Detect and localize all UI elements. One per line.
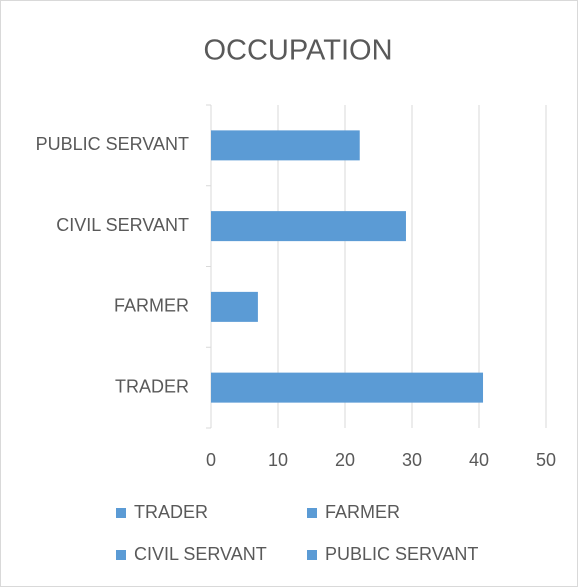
x-tick-label: 30	[402, 450, 422, 470]
legend-swatch	[116, 550, 126, 560]
legend-label: CIVIL SERVANT	[134, 544, 267, 564]
y-tick-label: CIVIL SERVANT	[56, 215, 189, 235]
x-tick-label: 0	[206, 450, 216, 470]
bar	[211, 291, 258, 322]
legend-label: PUBLIC SERVANT	[325, 544, 478, 564]
x-tick-label: 50	[536, 450, 556, 470]
x-tick-label: 20	[335, 450, 355, 470]
chart-title: OCCUPATION	[203, 35, 392, 67]
bar	[211, 211, 406, 242]
y-tick-label: FARMER	[114, 296, 189, 316]
x-tick-label: 10	[268, 450, 288, 470]
bar	[211, 130, 360, 161]
legend-swatch	[116, 508, 126, 518]
bar	[211, 372, 484, 403]
y-tick-label: TRADER	[115, 376, 189, 396]
legend-swatch	[307, 550, 317, 560]
legend-swatch	[307, 508, 317, 518]
x-tick-label: 40	[469, 450, 489, 470]
legend-label: FARMER	[325, 502, 400, 522]
legend-label: TRADER	[134, 502, 208, 522]
y-tick-label: PUBLIC SERVANT	[36, 134, 189, 154]
